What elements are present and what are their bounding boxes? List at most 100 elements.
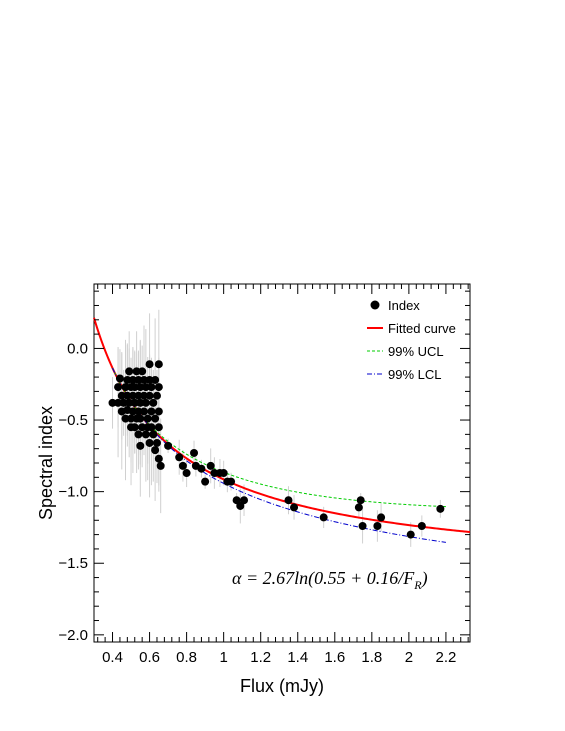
data-point	[197, 464, 206, 473]
data-point	[290, 503, 299, 512]
data-point	[130, 383, 139, 392]
data-point	[123, 375, 132, 384]
fit-formula-annotation: α = 2.67ln(0.55 + 0.16/FR)	[232, 568, 428, 592]
data-points	[108, 360, 445, 539]
data-point	[141, 430, 150, 439]
x-tick-label: 1.4	[287, 649, 308, 666]
data-point	[121, 414, 130, 423]
data-point	[358, 522, 367, 531]
data-point	[152, 438, 161, 447]
data-point	[141, 383, 150, 392]
data-point	[130, 423, 139, 432]
data-point	[115, 374, 124, 383]
legend-label-ucl: 99% UCL	[388, 344, 444, 359]
x-tick-label: 1.8	[361, 649, 382, 666]
fit-formula-close: )	[421, 568, 428, 589]
data-point	[143, 414, 152, 423]
data-point	[147, 407, 156, 416]
data-point	[319, 513, 328, 522]
data-point	[140, 407, 149, 416]
fit-formula-subscript: R	[413, 578, 422, 592]
data-point	[114, 383, 123, 392]
data-point	[240, 496, 249, 505]
data-point	[201, 477, 210, 486]
data-point	[125, 367, 134, 376]
x-tick-label: 0.4	[102, 649, 123, 666]
data-point	[147, 383, 156, 392]
x-tick-label: 0.6	[139, 649, 160, 666]
y-tick-label: −1.0	[58, 484, 88, 501]
data-point	[140, 375, 149, 384]
data-point	[219, 469, 228, 478]
data-point	[145, 360, 154, 369]
data-point	[354, 503, 363, 512]
data-point	[136, 383, 145, 392]
data-point	[136, 441, 145, 450]
data-point	[178, 461, 187, 470]
data-point	[210, 469, 219, 478]
x-tick-label: 1	[219, 649, 227, 666]
data-point	[154, 360, 163, 369]
data-point	[134, 391, 143, 400]
ucl-curve	[112, 367, 446, 508]
data-point	[119, 398, 128, 407]
legend-label-lcl: 99% LCL	[388, 367, 441, 382]
data-point	[147, 423, 156, 432]
data-point	[138, 367, 147, 376]
x-tick-label: 2.2	[435, 649, 456, 666]
data-point	[406, 530, 415, 539]
data-point	[134, 430, 143, 439]
data-point	[140, 391, 149, 400]
data-point	[156, 461, 165, 470]
fit-formula-main: α = 2.67ln(0.55 + 0.16/F	[232, 568, 415, 589]
data-point	[151, 414, 160, 423]
data-point	[182, 469, 191, 478]
legend-label-fitted-curve: Fitted curve	[388, 321, 456, 336]
data-point	[127, 414, 136, 423]
data-point	[136, 414, 145, 423]
data-point	[154, 407, 163, 416]
data-point	[136, 398, 145, 407]
x-axis-title: Flux (mJy)	[240, 676, 324, 696]
data-point	[154, 383, 163, 392]
data-point	[284, 496, 293, 505]
y-tick-label: −1.5	[58, 555, 88, 572]
data-point	[108, 398, 117, 407]
data-point	[232, 496, 241, 505]
data-point	[145, 391, 154, 400]
data-point	[151, 446, 160, 455]
data-point	[436, 504, 445, 513]
data-point	[164, 441, 173, 450]
data-point	[417, 522, 426, 531]
legend-label-index: Index	[388, 298, 420, 313]
data-point	[175, 453, 184, 462]
y-tick-label: −0.5	[58, 412, 88, 429]
axis-ticks	[94, 284, 470, 642]
data-point	[117, 391, 126, 400]
y-axis-title: Spectral index	[36, 406, 56, 520]
x-tick-label: 0.8	[176, 649, 197, 666]
data-point	[145, 438, 154, 447]
data-point	[141, 398, 150, 407]
data-point	[130, 398, 139, 407]
data-point	[227, 477, 236, 486]
y-tick-label: −2.0	[58, 627, 88, 644]
data-point	[123, 391, 132, 400]
data-point	[121, 383, 130, 392]
data-point	[151, 375, 160, 384]
data-point	[145, 375, 154, 384]
data-point	[206, 461, 215, 470]
tick-labels: 0.4 0.6 0.8 1 1.2 1.4 1.6 1.8 2 2.2 0.0 −0.5 −1.0 −1.…	[58, 340, 456, 666]
data-point	[134, 375, 143, 384]
data-point	[138, 423, 147, 432]
data-point	[190, 448, 199, 457]
data-point	[152, 391, 161, 400]
data-point	[377, 513, 386, 522]
data-point	[154, 423, 163, 432]
data-point	[128, 375, 137, 384]
data-point	[132, 367, 141, 376]
data-point	[125, 398, 134, 407]
lcl-curve	[112, 367, 446, 543]
x-tick-label: 1.6	[324, 649, 345, 666]
data-point	[373, 522, 382, 531]
